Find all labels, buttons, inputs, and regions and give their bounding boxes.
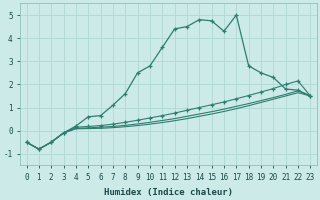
X-axis label: Humidex (Indice chaleur): Humidex (Indice chaleur) [104, 188, 233, 197]
